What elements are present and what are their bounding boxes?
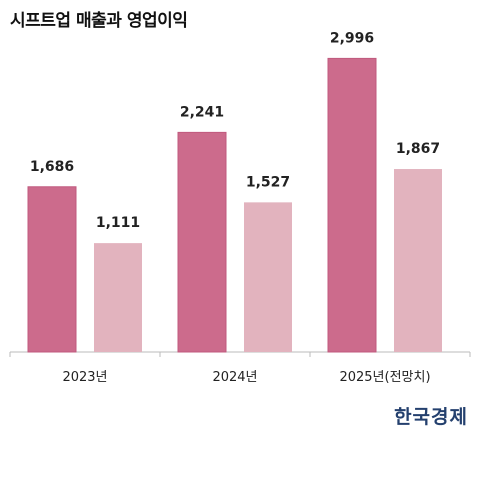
bar-operating-profit-2	[394, 169, 442, 352]
data-label: 1,686	[30, 159, 74, 175]
data-label: 2,996	[330, 30, 374, 46]
publisher-logo: 한국경제	[394, 406, 468, 428]
x-tick-label: 2024년	[212, 370, 257, 385]
chart-title: 시프트업 매출과 영업이익	[10, 11, 188, 31]
x-tick-label: 2023년	[62, 370, 107, 385]
data-label: 1,867	[396, 141, 440, 157]
bar-revenue-1	[177, 131, 227, 353]
data-label: 1,527	[246, 174, 290, 190]
bar-operating-profit-0	[94, 243, 142, 352]
data-label: 2,241	[180, 104, 224, 120]
data-label: 1,111	[96, 215, 140, 231]
bar-revenue-2	[327, 57, 377, 353]
bar-revenue-0	[27, 186, 77, 353]
x-tick-label: 2025년(전망치)	[339, 370, 430, 385]
bar-operating-profit-1	[244, 202, 292, 352]
